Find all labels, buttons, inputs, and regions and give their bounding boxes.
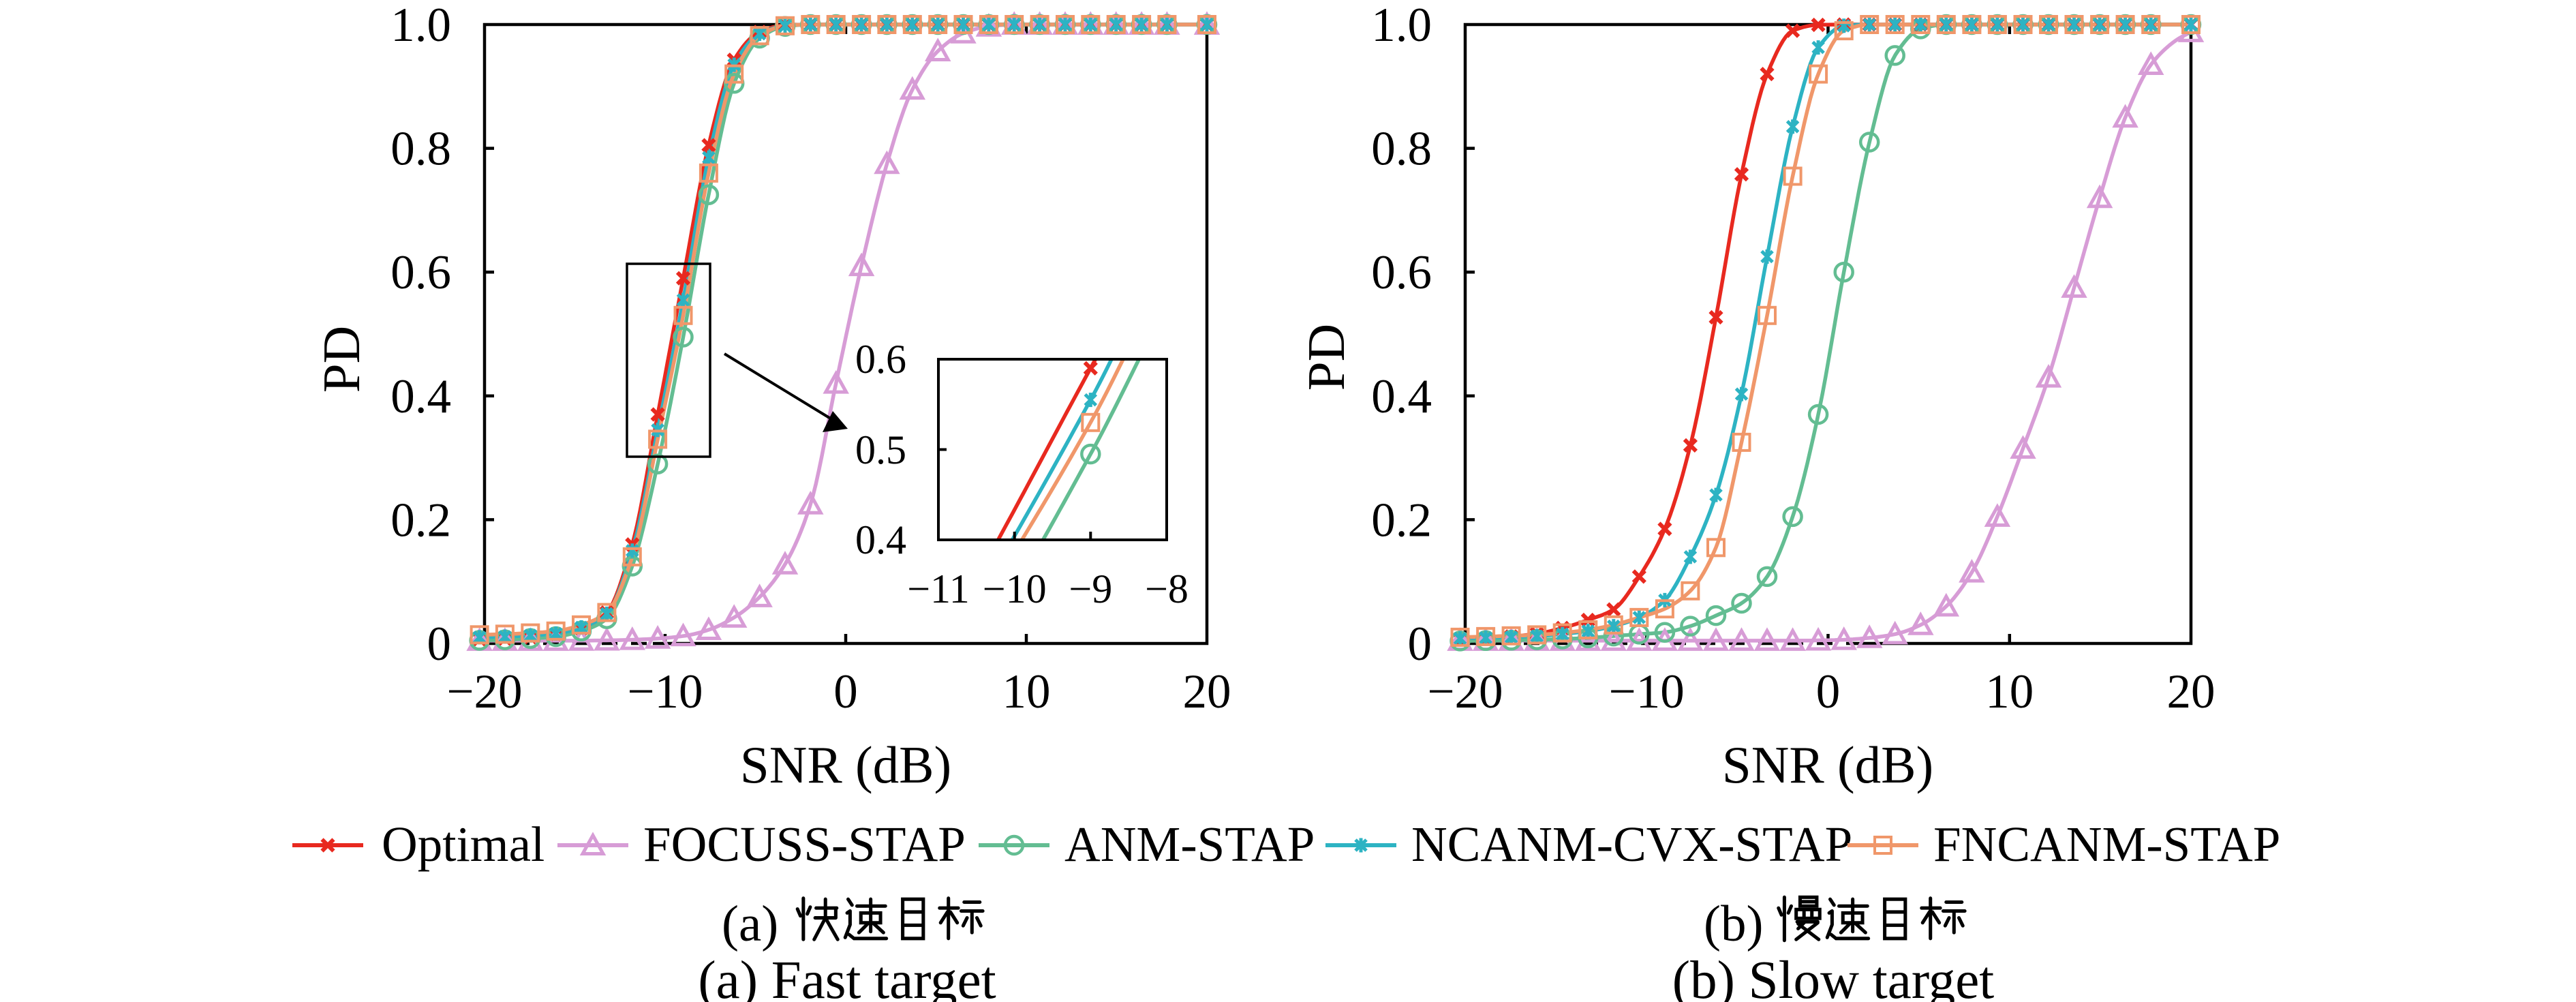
svg-text:SNR (dB): SNR (dB) bbox=[1722, 735, 1933, 794]
svg-text:0.5: 0.5 bbox=[855, 427, 906, 472]
svg-text:10: 10 bbox=[1985, 665, 2034, 718]
svg-text:0.8: 0.8 bbox=[390, 123, 451, 176]
svg-text:0.4: 0.4 bbox=[855, 517, 906, 562]
svg-text:Optimal: Optimal bbox=[382, 817, 545, 872]
svg-text:−10: −10 bbox=[983, 566, 1047, 611]
svg-text:1.0: 1.0 bbox=[1371, 0, 1432, 52]
svg-text:0: 0 bbox=[427, 618, 452, 671]
svg-text:ANM-STAP: ANM-STAP bbox=[1064, 817, 1315, 872]
svg-text:−20: −20 bbox=[446, 665, 522, 718]
svg-text:0: 0 bbox=[1408, 618, 1432, 671]
svg-text:FNCANM-STAP: FNCANM-STAP bbox=[1933, 817, 2280, 872]
svg-text:(a) Fast target: (a) Fast target bbox=[698, 951, 996, 1002]
svg-text:1.0: 1.0 bbox=[390, 0, 451, 52]
svg-text:10: 10 bbox=[1002, 665, 1051, 718]
svg-text:(a): (a) bbox=[722, 896, 778, 952]
svg-text:PD: PD bbox=[312, 326, 371, 393]
svg-text:−10: −10 bbox=[627, 665, 703, 718]
svg-text:20: 20 bbox=[2167, 665, 2215, 718]
svg-text:0.2: 0.2 bbox=[1371, 494, 1432, 547]
svg-text:PD: PD bbox=[1297, 324, 1355, 391]
svg-text:−20: −20 bbox=[1427, 665, 1503, 718]
svg-text:0: 0 bbox=[833, 665, 858, 718]
svg-text:(b) Slow target: (b) Slow target bbox=[1672, 951, 1995, 1002]
svg-text:0.6: 0.6 bbox=[855, 337, 906, 382]
svg-text:SNR (dB): SNR (dB) bbox=[740, 735, 951, 794]
svg-text:(b): (b) bbox=[1704, 896, 1763, 952]
svg-text:0: 0 bbox=[1816, 665, 1841, 718]
svg-text:−8: −8 bbox=[1145, 566, 1189, 611]
svg-text:−11: −11 bbox=[907, 566, 970, 611]
svg-text:0.2: 0.2 bbox=[390, 494, 451, 547]
svg-text:0.6: 0.6 bbox=[1371, 246, 1432, 299]
svg-text:−9: −9 bbox=[1069, 566, 1112, 611]
svg-text:NCANM-CVX-STAP: NCANM-CVX-STAP bbox=[1411, 817, 1852, 872]
svg-text:0.8: 0.8 bbox=[1371, 123, 1432, 176]
svg-text:0.4: 0.4 bbox=[390, 370, 451, 423]
svg-text:20: 20 bbox=[1183, 665, 1231, 718]
svg-text:0.6: 0.6 bbox=[390, 246, 451, 299]
svg-text:−10: −10 bbox=[1609, 665, 1685, 718]
svg-text:FOCUSS-STAP: FOCUSS-STAP bbox=[643, 817, 966, 872]
svg-text:0.4: 0.4 bbox=[1371, 370, 1432, 423]
